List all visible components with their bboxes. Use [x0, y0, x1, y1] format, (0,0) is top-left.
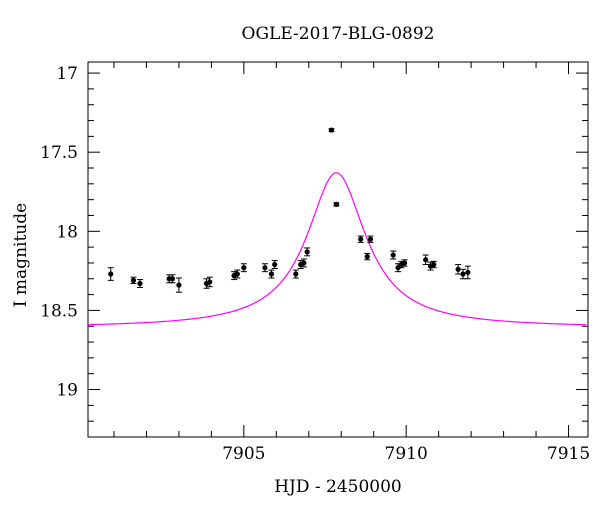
- plot-area: 7905 7910 7915 17 17.5 18 18.5 19: [40, 61, 590, 464]
- data-point: [130, 277, 137, 283]
- x-tick-label: 7915: [547, 444, 590, 464]
- data-point: [401, 260, 408, 266]
- plot-frame: [87, 61, 589, 438]
- data-point: [272, 261, 278, 268]
- data-point: [364, 254, 370, 260]
- data-point: [207, 279, 213, 285]
- data-point: [333, 201, 339, 208]
- data-point: [268, 271, 275, 277]
- data-point: [423, 257, 429, 263]
- data-point: [169, 276, 176, 282]
- data-point: [367, 236, 374, 242]
- data-point: [358, 236, 364, 242]
- data-point: [431, 261, 437, 268]
- x-axis-label: HJD - 2450000: [274, 477, 402, 497]
- data-point: [301, 260, 307, 266]
- data-point: [390, 252, 396, 258]
- data-point: [137, 280, 143, 287]
- data-point: [293, 271, 299, 277]
- model-curve: [87, 172, 587, 326]
- data-point: [304, 249, 310, 255]
- data-point: [176, 282, 182, 288]
- data-point: [395, 265, 401, 271]
- chart-title: OGLE-2017-BLG-0892: [242, 24, 435, 44]
- y-tick-label: 19: [56, 381, 78, 401]
- data-point: [455, 266, 461, 272]
- y-tick-label: 17.5: [40, 143, 78, 163]
- data-point: [234, 271, 240, 277]
- y-axis-label: I magnitude: [11, 203, 31, 307]
- data-point: [241, 265, 247, 271]
- data-point: [328, 127, 335, 133]
- x-tick-label: 7910: [385, 444, 428, 464]
- data-point: [108, 271, 114, 277]
- x-tick-label: 7905: [222, 444, 265, 464]
- y-tick-label: 18.5: [40, 301, 78, 321]
- data-point: [465, 269, 471, 276]
- data-point: [460, 271, 466, 277]
- y-tick-label: 18: [56, 222, 78, 242]
- y-tick-label: 17: [56, 64, 78, 84]
- data-point: [262, 265, 268, 271]
